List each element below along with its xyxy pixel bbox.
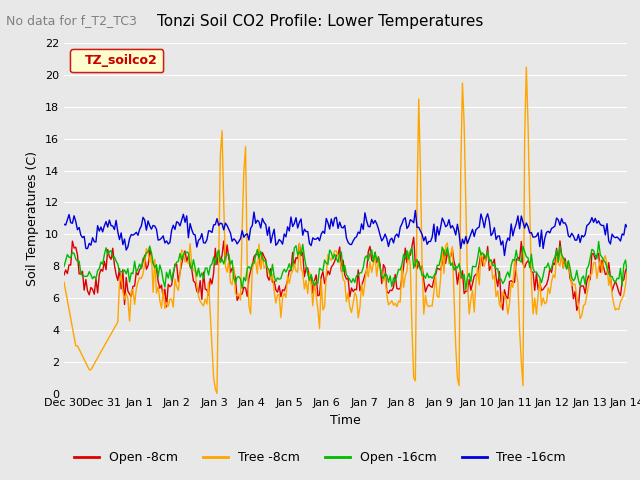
Tree -16cm xyxy=(60,221,68,227)
Tree -8cm xyxy=(213,391,221,396)
Open -16cm xyxy=(67,254,75,260)
Open -16cm xyxy=(60,264,68,269)
Line: Open -8cm: Open -8cm xyxy=(64,237,627,311)
Open -16cm xyxy=(184,250,192,256)
Tree -16cm xyxy=(623,224,631,230)
Text: No data for f_T2_TC3: No data for f_T2_TC3 xyxy=(6,14,137,27)
Tree -16cm xyxy=(500,252,508,258)
Line: Tree -16cm: Tree -16cm xyxy=(64,210,627,255)
Tree -16cm xyxy=(184,235,192,240)
Tree -16cm xyxy=(376,232,384,238)
Tree -8cm xyxy=(531,295,539,301)
Line: Open -16cm: Open -16cm xyxy=(64,241,627,289)
Open -16cm xyxy=(462,287,470,292)
Legend: TZ_soilco2: TZ_soilco2 xyxy=(70,49,163,72)
Tree -16cm xyxy=(524,224,532,229)
Tree -16cm xyxy=(67,220,75,226)
Open -16cm xyxy=(595,239,602,244)
Text: Tonzi Soil CO2 Profile: Lower Temperatures: Tonzi Soil CO2 Profile: Lower Temperatur… xyxy=(157,14,483,29)
Open -8cm xyxy=(522,260,530,266)
X-axis label: Time: Time xyxy=(330,414,361,427)
Open -16cm xyxy=(529,266,537,272)
Tree -8cm xyxy=(60,279,68,285)
Tree -8cm xyxy=(524,120,532,126)
Tree -8cm xyxy=(378,268,385,274)
Open -8cm xyxy=(67,262,75,268)
Open -8cm xyxy=(529,269,537,275)
Tree -8cm xyxy=(67,316,75,322)
Tree -8cm xyxy=(522,64,530,70)
Line: Tree -8cm: Tree -8cm xyxy=(64,67,627,394)
Open -8cm xyxy=(184,253,192,259)
Open -16cm xyxy=(228,258,236,264)
Y-axis label: Soil Temperatures (C): Soil Temperatures (C) xyxy=(26,151,39,286)
Legend: Open -8cm, Tree -8cm, Open -16cm, Tree -16cm: Open -8cm, Tree -8cm, Open -16cm, Tree -… xyxy=(69,446,571,469)
Tree -16cm xyxy=(412,207,419,213)
Open -16cm xyxy=(623,269,631,275)
Open -8cm xyxy=(376,262,384,268)
Open -16cm xyxy=(522,254,530,260)
Open -8cm xyxy=(410,234,417,240)
Tree -8cm xyxy=(623,268,631,274)
Open -16cm xyxy=(376,264,384,270)
Open -8cm xyxy=(228,265,236,271)
Tree -8cm xyxy=(184,260,192,266)
Tree -8cm xyxy=(230,264,237,270)
Open -8cm xyxy=(573,308,580,313)
Open -8cm xyxy=(623,264,631,270)
Open -8cm xyxy=(60,272,68,278)
Tree -16cm xyxy=(531,234,539,240)
Tree -16cm xyxy=(228,239,236,244)
